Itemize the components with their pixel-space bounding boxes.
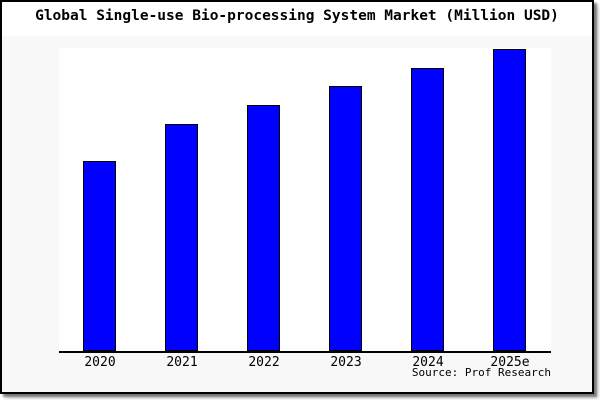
bar-2024	[411, 68, 444, 351]
x-tick-label-2020: 2020	[84, 355, 116, 370]
plot-area	[59, 48, 551, 353]
chart-title: Global Single-use Bio-processing System …	[35, 8, 559, 24]
bar-2021	[165, 124, 198, 351]
x-tick-label-2024: 2024	[412, 355, 444, 370]
chart-frame: Global Single-use Bio-processing System …	[0, 0, 594, 394]
x-tick-label-2022: 2022	[248, 355, 280, 370]
x-tick-label-2025e: 2025e	[490, 355, 530, 370]
bar-2020	[83, 161, 116, 351]
title-strip: Global Single-use Bio-processing System …	[2, 2, 592, 36]
x-tick-label-2021: 2021	[166, 355, 198, 370]
x-axis-ticks: 2020 2021 2022 2023 2024 2025e	[59, 355, 551, 371]
bar-2023	[329, 86, 362, 351]
bar-2022	[247, 105, 280, 351]
source-credit: Source: Prof Research	[411, 366, 551, 379]
bar-2025e	[493, 49, 526, 351]
x-tick-label-2023: 2023	[330, 355, 362, 370]
